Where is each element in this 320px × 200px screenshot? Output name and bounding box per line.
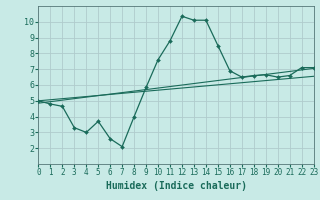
X-axis label: Humidex (Indice chaleur): Humidex (Indice chaleur)	[106, 181, 246, 191]
